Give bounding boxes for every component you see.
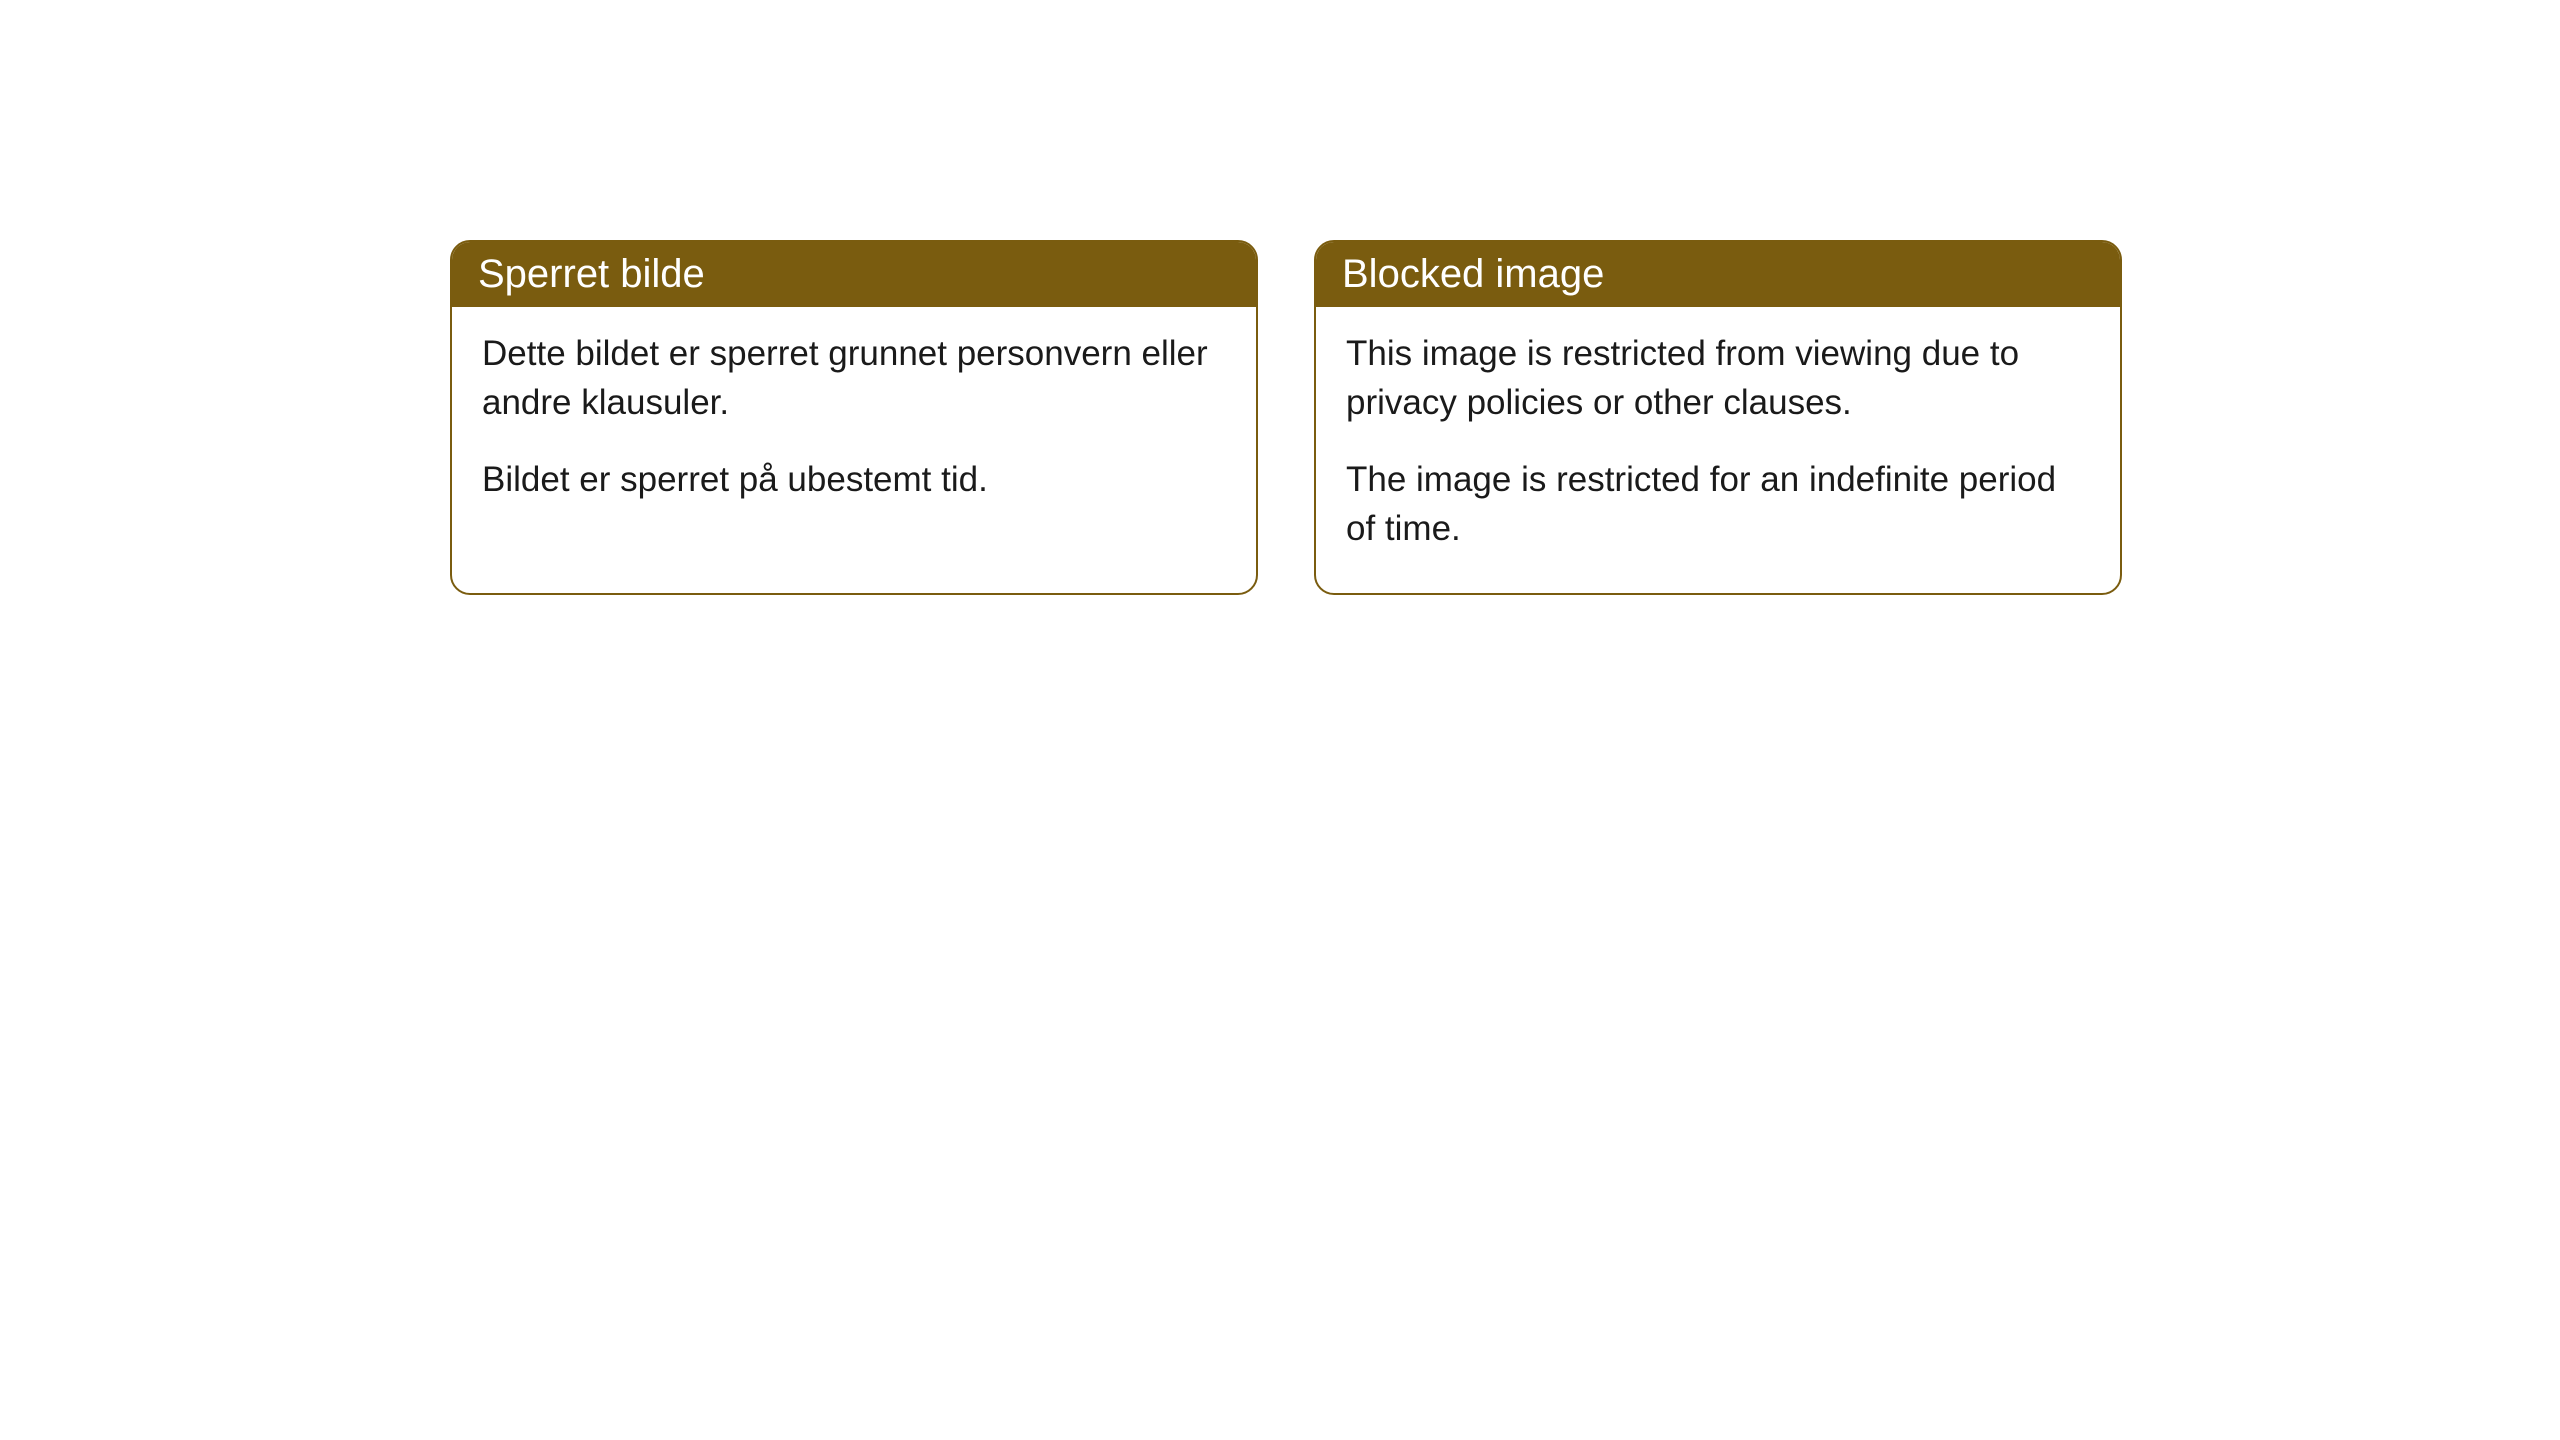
notice-text-1: Dette bildet er sperret grunnet personve… (482, 329, 1226, 427)
notice-title: Blocked image (1342, 252, 1604, 296)
notice-header: Blocked image (1316, 242, 2120, 307)
notice-body: Dette bildet er sperret grunnet personve… (452, 307, 1256, 544)
notice-text-2: Bildet er sperret på ubestemt tid. (482, 455, 1226, 504)
notice-text-1: This image is restricted from viewing du… (1346, 329, 2090, 427)
notice-body: This image is restricted from viewing du… (1316, 307, 2120, 593)
notice-card-english: Blocked image This image is restricted f… (1314, 240, 2122, 595)
notice-header: Sperret bilde (452, 242, 1256, 307)
notice-container: Sperret bilde Dette bildet er sperret gr… (0, 0, 2560, 595)
notice-card-norwegian: Sperret bilde Dette bildet er sperret gr… (450, 240, 1258, 595)
notice-title: Sperret bilde (478, 252, 705, 296)
notice-text-2: The image is restricted for an indefinit… (1346, 455, 2090, 553)
